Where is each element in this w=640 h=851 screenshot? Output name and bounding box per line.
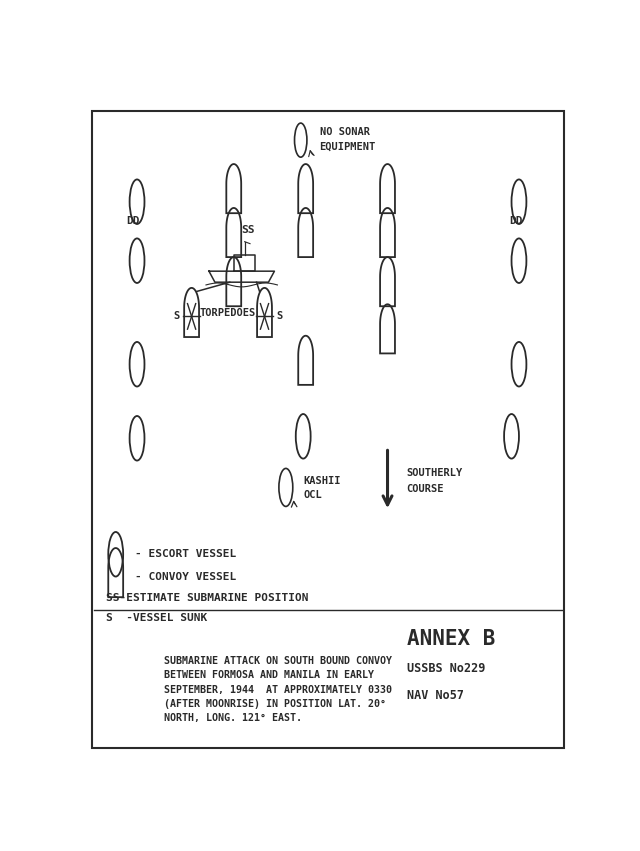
Text: - CONVOY VESSEL: - CONVOY VESSEL [134, 572, 236, 581]
Text: SOUTHERLY: SOUTHERLY [406, 468, 463, 477]
Text: (AFTER MOONRISE) IN POSITION LAT. 20°: (AFTER MOONRISE) IN POSITION LAT. 20° [164, 699, 387, 709]
Text: SUBMARINE ATTACK ON SOUTH BOUND CONVOY: SUBMARINE ATTACK ON SOUTH BOUND CONVOY [164, 656, 392, 665]
Text: ANNEX B: ANNEX B [408, 630, 496, 649]
Text: S: S [276, 311, 282, 322]
Text: SS-ESTIMATE SUBMARINE POSITION: SS-ESTIMATE SUBMARINE POSITION [106, 593, 308, 603]
Text: DD: DD [509, 216, 524, 226]
Text: USSBS No229: USSBS No229 [408, 662, 486, 676]
Text: S  -VESSEL SUNK: S -VESSEL SUNK [106, 613, 207, 623]
Text: BETWEEN FORMOSA AND MANILA IN EARLY: BETWEEN FORMOSA AND MANILA IN EARLY [164, 671, 374, 680]
Text: COURSE: COURSE [406, 484, 444, 494]
Text: EQUIPMENT: EQUIPMENT [319, 141, 376, 151]
Text: KASHII: KASHII [303, 476, 340, 486]
Text: DD: DD [126, 216, 140, 226]
Text: NO SONAR: NO SONAR [319, 128, 369, 137]
Text: SEPTEMBER, 1944  AT APPROXIMATELY 0330: SEPTEMBER, 1944 AT APPROXIMATELY 0330 [164, 685, 392, 694]
Text: TORPEDOES: TORPEDOES [200, 308, 256, 318]
Text: SS: SS [241, 225, 254, 235]
Text: NAV No57: NAV No57 [408, 688, 465, 701]
Text: OCL: OCL [303, 490, 322, 500]
Text: NORTH, LONG. 121° EAST.: NORTH, LONG. 121° EAST. [164, 713, 302, 723]
Text: S: S [173, 311, 180, 322]
Text: - ESCORT VESSEL: - ESCORT VESSEL [134, 549, 236, 559]
